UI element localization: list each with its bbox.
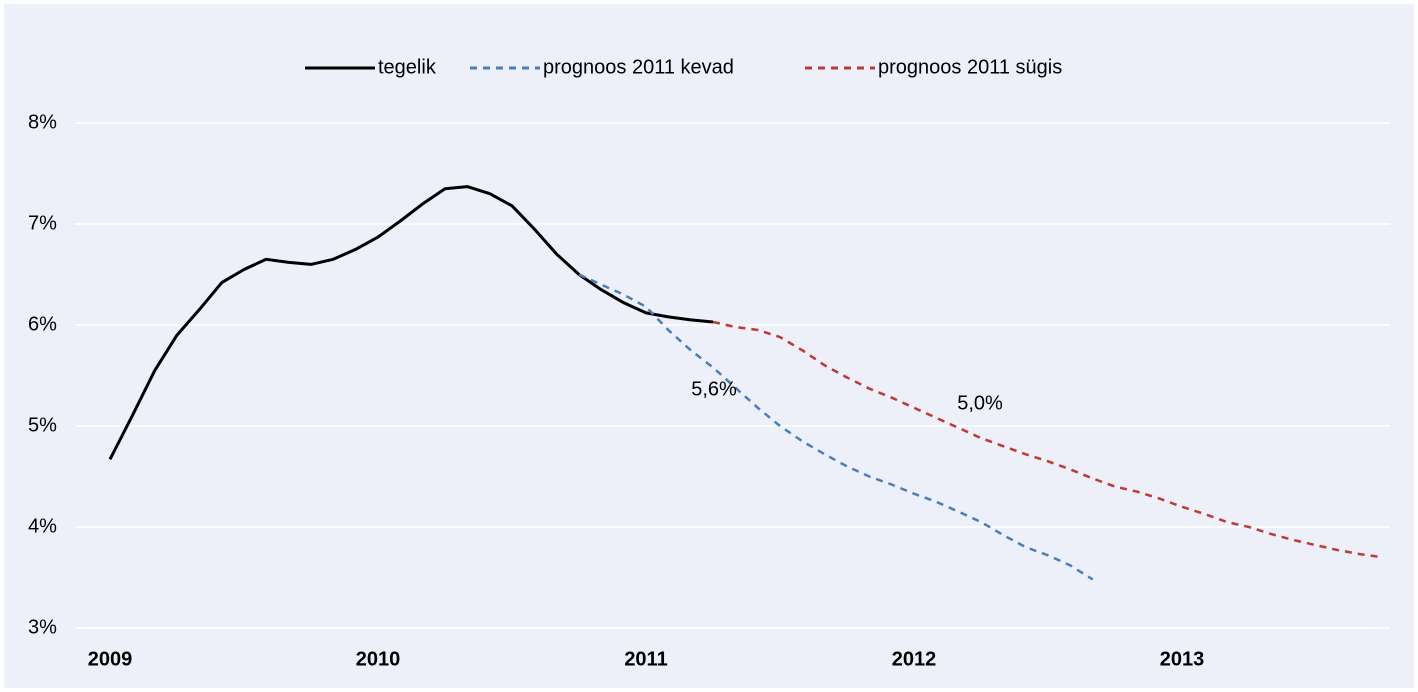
legend-label: prognoos 2011 sügis: [878, 56, 1062, 78]
x-tick-label: 2012: [892, 648, 937, 670]
x-tick-label: 2013: [1160, 648, 1205, 670]
y-tick-label: 7%: [28, 212, 57, 234]
y-tick-label: 3%: [28, 616, 57, 638]
x-tick-label: 2011: [624, 648, 667, 670]
series-line: [108, 185, 714, 460]
y-tick-label: 5%: [28, 414, 57, 436]
y-tick-label: 8%: [28, 111, 57, 133]
annotation: 5,0%: [957, 392, 1003, 414]
y-tick-label: 6%: [28, 313, 57, 335]
chart-background: [4, 4, 1414, 688]
legend-label: prognoos 2011 kevad: [543, 56, 734, 78]
annotation: 5,6%: [691, 378, 737, 400]
x-tick-label: 2009: [88, 648, 133, 670]
series-line: [712, 320, 1384, 559]
legend-label: tegelik: [378, 56, 437, 78]
y-tick-label: 4%: [28, 515, 57, 537]
x-tick-label: 2010: [356, 648, 401, 670]
series-line: [578, 273, 1094, 581]
